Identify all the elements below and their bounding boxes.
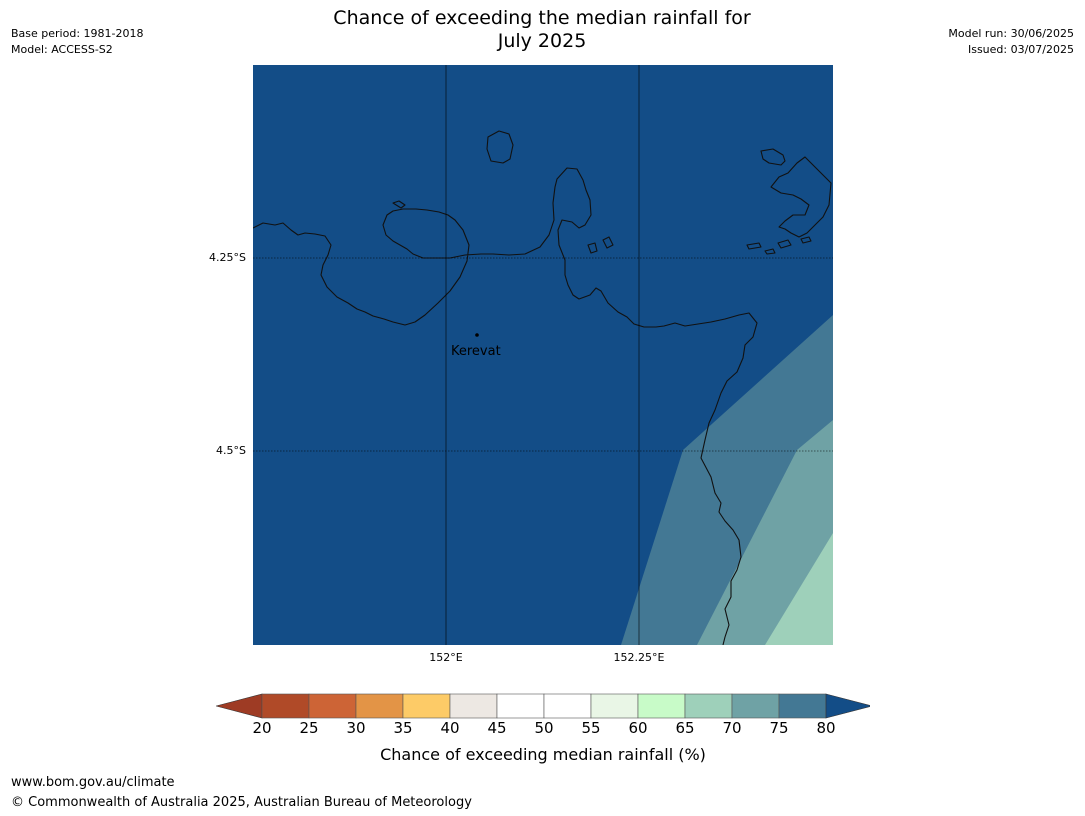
colorbar-tick-label: 45	[487, 719, 507, 737]
colorbar-label: Chance of exceeding median rainfall (%)	[380, 745, 706, 764]
title-line-1: Chance of exceeding the median rainfall …	[333, 7, 751, 29]
colorbar-tick-label: 50	[534, 719, 554, 737]
colorbar-tick-label: 60	[628, 719, 648, 737]
colorbar-segment	[637, 693, 686, 719]
model-run: Model run: 30/06/2025	[948, 27, 1074, 40]
lon-label-152e: 152°E	[429, 651, 463, 664]
band-65-70	[765, 533, 833, 645]
colorbar-tick-label: 25	[299, 719, 319, 737]
meta-right: Model run: 30/06/2025 Issued: 03/07/2025	[948, 26, 1074, 58]
colorbar-segment	[731, 693, 780, 719]
colorbar-segment	[684, 693, 733, 719]
colorbar-tick-label: 35	[393, 719, 413, 737]
colorbar-under-arrow	[216, 693, 263, 719]
colorbar-segment	[543, 693, 592, 719]
lat-label-4-25s: 4.25°S	[209, 251, 246, 264]
colorbar-segment	[355, 693, 404, 719]
meta-left: Base period: 1981-2018 Model: ACCESS-S2	[11, 26, 143, 58]
colorbar-segment	[590, 693, 639, 719]
colorbar-tick-label: 75	[769, 719, 789, 737]
kerevat-marker	[475, 333, 479, 337]
rainfall-map: Kerevat	[253, 65, 833, 645]
graticule	[253, 65, 833, 645]
colorbar-tick-label: 80	[816, 719, 836, 737]
colorbar-segment	[496, 693, 545, 719]
footer-copyright: © Commonwealth of Australia 2025, Austra…	[11, 795, 472, 810]
colorbar-tick-label: 40	[440, 719, 460, 737]
colorbar-tick-label: 65	[675, 719, 695, 737]
issued-date: Issued: 03/07/2025	[967, 43, 1074, 56]
colorbar	[216, 693, 870, 719]
map-title: Chance of exceeding the median rainfall …	[242, 7, 842, 53]
colorbar-segment	[449, 693, 498, 719]
colorbar-tick-label: 20	[252, 719, 272, 737]
colorbar-segment	[402, 693, 451, 719]
colorbar-segment	[308, 693, 357, 719]
lon-label-152-25e: 152.25°E	[613, 651, 665, 664]
title-line-2: July 2025	[497, 30, 587, 52]
model-name: Model: ACCESS-S2	[11, 43, 113, 56]
colorbar-tick-label: 70	[722, 719, 742, 737]
colorbar-tick-label: 30	[346, 719, 366, 737]
footer-url: www.bom.gov.au/climate	[11, 775, 175, 790]
colorbar-over-arrow	[825, 693, 870, 719]
kerevat-label: Kerevat	[451, 344, 501, 359]
colorbar-segment	[261, 693, 310, 719]
colorbar-tick-label: 55	[581, 719, 601, 737]
lat-label-4-5s: 4.5°S	[216, 444, 246, 457]
base-period: Base period: 1981-2018	[11, 27, 144, 40]
colorbar-segment	[778, 693, 827, 719]
coastline	[253, 130, 832, 645]
